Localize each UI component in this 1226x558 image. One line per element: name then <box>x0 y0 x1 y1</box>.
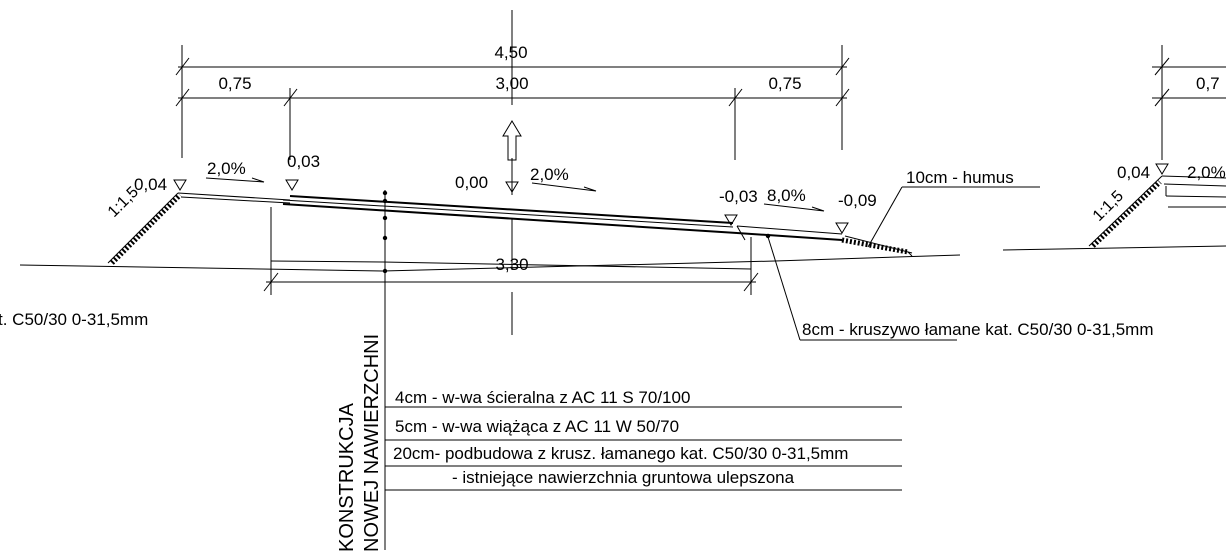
level-right-edge: -0,03 <box>719 187 758 206</box>
slope-left-shoulder: 2,0% <box>207 159 246 178</box>
slope-right-shoulder: 8,0% <box>767 186 806 205</box>
aggregate-leader <box>767 236 957 341</box>
dim-partial-shoulder: 0,7 <box>1196 74 1220 93</box>
ground-line <box>19 245 1226 272</box>
dim-left-shoulder: 0,75 <box>218 74 251 93</box>
partial-section <box>1088 175 1226 248</box>
label-aggregate-shoulder: 8cm - kruszywo łamane kat. C50/30 0-31,5… <box>802 320 1153 339</box>
construction-layer-1: 4cm - w-wa ścieralna z AC 11 S 70/100 <box>395 388 690 407</box>
dimension-lines <box>175 45 1226 295</box>
slope-arrows <box>205 177 825 212</box>
label-left-cutoff: t. C50/30 0-31,5mm <box>0 310 148 329</box>
level-triangle-icon <box>173 179 187 191</box>
construction-legend <box>385 406 902 491</box>
dim-right-shoulder: 0,75 <box>768 74 801 93</box>
dim-base-width: 3,30 <box>495 255 528 274</box>
level-left-crown: 0,03 <box>287 152 320 171</box>
pavement-profile <box>107 190 913 550</box>
construction-title-2: NOWEJ NAWIERZCHNI <box>361 334 383 552</box>
slope-carriageway: 2,0% <box>530 165 569 184</box>
road-axis <box>502 10 522 335</box>
dim-carriageway: 3,00 <box>495 74 528 93</box>
level-triangle-icon <box>505 181 519 193</box>
level-right-slope: -0,09 <box>838 191 877 210</box>
label-humus: 10cm - humus <box>906 168 1014 187</box>
humus-leader <box>867 186 1040 248</box>
construction-layer-3: 20cm- podbudowa z krusz. łamanego kat. C… <box>393 444 848 463</box>
embankment-ratio-partial: 1:1,5 <box>1090 188 1127 225</box>
level-axis: 0,00 <box>455 173 488 192</box>
level-left-edge: 0,04 <box>134 175 167 194</box>
level-partial-edge: 0,04 <box>1117 163 1150 182</box>
slope-partial: 2,0% <box>1187 163 1226 182</box>
dim-total-width: 4,50 <box>494 43 527 62</box>
level-markers <box>173 163 1169 234</box>
level-triangle-icon <box>285 179 299 191</box>
level-triangle-icon <box>1155 163 1169 175</box>
construction-layer-4: - istniejące nawierzchnia gruntowa uleps… <box>452 468 795 487</box>
level-triangle-icon <box>724 214 738 226</box>
level-triangle-icon <box>835 222 849 234</box>
axis-arrow-icon <box>502 120 522 161</box>
construction-layer-2: 5cm - w-wa wiążąca z AC 11 W 50/70 <box>395 417 679 436</box>
construction-title-1: KONSTRUKCJA <box>336 402 358 552</box>
